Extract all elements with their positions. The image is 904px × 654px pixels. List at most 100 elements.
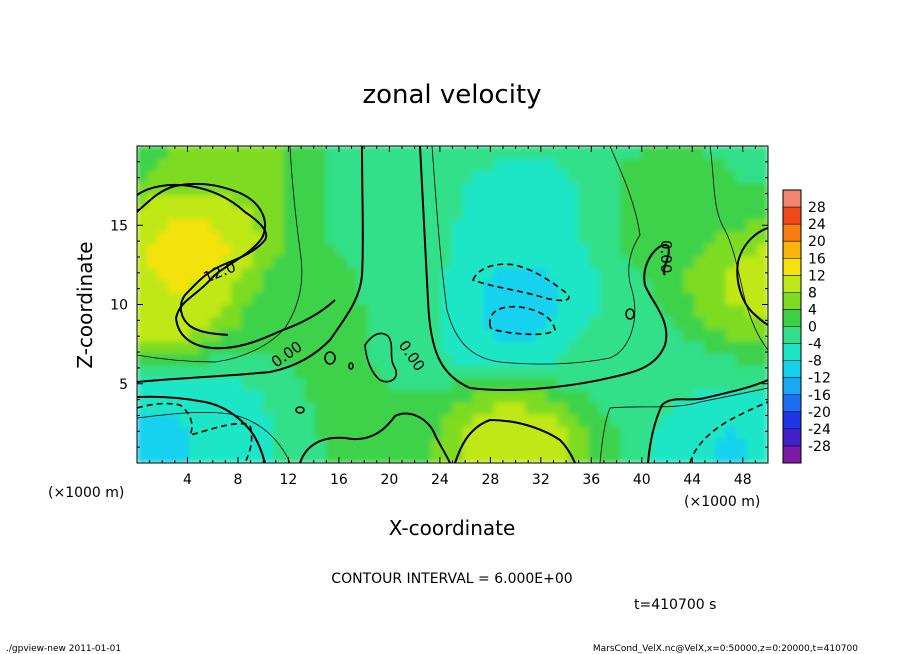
- field-cell: [588, 438, 601, 452]
- field-cell: [399, 352, 411, 366]
- field-cell: [189, 255, 201, 269]
- field-cell: [157, 267, 170, 281]
- contour-six-right: [709, 146, 768, 351]
- field-cell: [546, 425, 559, 440]
- field-cell: [420, 401, 432, 415]
- field-cell: [693, 169, 706, 184]
- field-cell: [378, 389, 390, 403]
- field-cell: [178, 267, 191, 281]
- field-cell: [189, 352, 201, 366]
- field-cell: [168, 328, 180, 342]
- field-cell: [557, 169, 569, 184]
- field-cell: [420, 218, 432, 232]
- field-cell: [672, 230, 685, 245]
- field-cell: [483, 206, 496, 220]
- field-cell: [714, 413, 727, 427]
- field-cell: [441, 243, 453, 257]
- field-cell: [283, 316, 296, 330]
- field-cell: [367, 279, 380, 293]
- field-cell: [452, 377, 464, 391]
- field-cell: [241, 413, 254, 427]
- field-cell: [409, 218, 422, 232]
- contour-zero-upper-left: [137, 182, 336, 350]
- field-cell: [220, 157, 233, 171]
- field-cell: [525, 218, 538, 232]
- colorbar-tick-label: -24: [808, 422, 831, 438]
- field-cell: [504, 230, 517, 245]
- field-cell: [578, 267, 590, 281]
- field-cell: [567, 352, 580, 366]
- field-cell: [578, 243, 590, 257]
- field-cell: [346, 364, 359, 379]
- field-cell: [273, 425, 285, 440]
- field-cell: [388, 401, 401, 415]
- field-cell: [651, 182, 664, 196]
- field-cell: [315, 413, 327, 427]
- field-cell: [304, 230, 317, 245]
- field-cell: [567, 364, 580, 379]
- field-cell: [746, 304, 758, 318]
- field-cell: [651, 206, 664, 220]
- field-cell: [346, 316, 359, 330]
- field-cell: [283, 182, 296, 196]
- field-cell: [420, 377, 432, 391]
- field-cell: [693, 206, 706, 220]
- field-cell: [714, 450, 727, 463]
- field-cell: [346, 169, 359, 184]
- x-tick-label: 36: [582, 472, 600, 488]
- field-cell: [231, 230, 243, 245]
- field-cell: [367, 352, 380, 366]
- field-cell: [546, 279, 559, 293]
- field-cell: [399, 279, 411, 293]
- field-cell: [494, 438, 506, 452]
- x-tick-label: 28: [481, 472, 499, 488]
- field-cell: [273, 255, 285, 269]
- field-cell: [231, 255, 243, 269]
- field-cell: [536, 340, 548, 354]
- field-cell: [378, 279, 390, 293]
- field-cell: [525, 316, 538, 330]
- field-cell: [231, 304, 243, 318]
- field-cell: [452, 413, 464, 427]
- z-axis-label: Z-coordinate: [73, 241, 97, 368]
- field-cell: [546, 389, 559, 403]
- field-cell: [420, 425, 432, 440]
- field-cell: [588, 230, 601, 245]
- field-cell: [515, 316, 527, 330]
- field-cell: [189, 243, 201, 257]
- field-cell: [672, 413, 685, 427]
- field-cell: [683, 243, 695, 257]
- field-cell: [683, 279, 695, 293]
- field-cell: [157, 364, 170, 379]
- field-cell: [189, 438, 201, 452]
- field-cell: [252, 279, 264, 293]
- field-cell: [609, 267, 622, 281]
- field-cell: [241, 304, 254, 318]
- field-cell: [620, 194, 632, 208]
- field-cell: [294, 304, 306, 318]
- field-cell: [210, 450, 222, 463]
- field-cell: [473, 279, 485, 293]
- field-cell: [262, 389, 275, 403]
- field-cell: [630, 267, 643, 281]
- field-cell: [525, 340, 538, 354]
- field-cell: [641, 146, 653, 159]
- field-cell: [683, 194, 695, 208]
- field-cell: [430, 291, 443, 305]
- field-cell: [441, 352, 453, 366]
- field-cell: [546, 328, 559, 342]
- field-cell: [210, 438, 222, 452]
- field-cell: [137, 279, 149, 293]
- field-cell: [735, 364, 748, 379]
- colorbar-tick-label: 20: [808, 234, 826, 250]
- field-cell: [399, 401, 411, 415]
- field-cell: [630, 194, 643, 208]
- field-cell: [283, 218, 296, 232]
- field-cell: [704, 291, 716, 305]
- field-cell: [683, 157, 695, 171]
- field-cell: [494, 230, 506, 245]
- field-cell: [231, 328, 243, 342]
- field-cell: [735, 304, 748, 318]
- field-cell: [346, 413, 359, 427]
- field-cell: [346, 255, 359, 269]
